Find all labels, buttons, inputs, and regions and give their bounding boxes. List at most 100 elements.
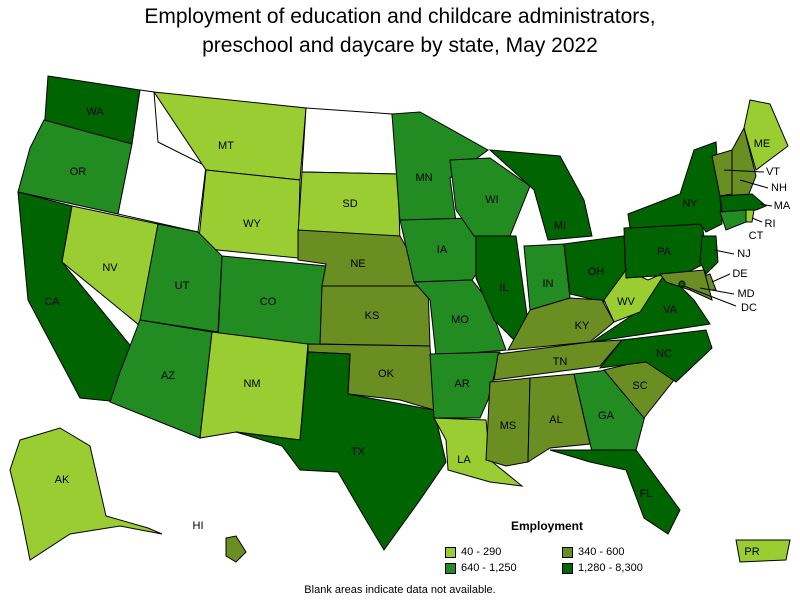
state-NY[interactable] (627, 141, 723, 233)
state-label-AK: AK (55, 474, 70, 486)
state-label-NH: NH (771, 182, 787, 194)
state-ID[interactable] (117, 89, 207, 233)
legend-label-2: 340 - 600 (578, 546, 625, 558)
state-label-MN: MN (415, 172, 432, 184)
state-AZ[interactable] (109, 319, 213, 439)
map-title-line1: Employment of education and childcare ad… (144, 5, 656, 28)
state-MA[interactable] (719, 193, 767, 213)
state-label-VT: VT (766, 166, 780, 178)
state-label-MD: MD (737, 288, 754, 300)
state-label-VA: VA (663, 304, 678, 316)
state-TN[interactable] (493, 339, 624, 381)
state-label-NY: NY (682, 198, 698, 210)
state-NJ[interactable] (699, 235, 719, 275)
legend-title: Employment (511, 519, 584, 533)
data-availability-note: Blank areas indicate data not available. (304, 584, 496, 596)
state-HI[interactable] (225, 535, 247, 563)
state-label-MA: MA (774, 200, 791, 212)
state-label-LA: LA (457, 454, 471, 466)
state-label-MS: MS (500, 420, 517, 432)
state-label-WI: WI (485, 194, 498, 206)
state-label-KS: KS (365, 310, 380, 322)
state-label-RI: RI (765, 218, 776, 230)
state-label-CO: CO (260, 296, 277, 308)
map-title-line2: preschool and daycare by state, May 2022 (202, 34, 598, 57)
state-label-OK: OK (378, 368, 395, 380)
leader-line-NJ (713, 249, 735, 255)
state-label-CT: CT (749, 230, 764, 242)
state-label-IA: IA (437, 244, 448, 256)
state-MO[interactable] (412, 279, 507, 357)
state-OR[interactable] (17, 119, 133, 215)
state-GA[interactable] (573, 369, 647, 453)
state-label-PA: PA (657, 246, 672, 258)
state-label-KY: KY (575, 320, 590, 332)
leader-line-NH (739, 179, 769, 189)
state-label-TX: TX (351, 446, 366, 458)
legend-swatch-4 (562, 562, 573, 574)
map-title: Employment of education and childcare ad… (0, 2, 800, 60)
state-AR[interactable] (429, 351, 501, 419)
state-label-WV: WV (617, 296, 635, 308)
state-TX[interactable] (235, 351, 447, 551)
state-PR[interactable] (735, 539, 791, 563)
state-ME[interactable] (743, 99, 789, 171)
state-label-OR: OR (70, 166, 87, 178)
state-label-DC: DC (741, 302, 757, 314)
state-DC[interactable] (678, 280, 686, 288)
state-WY[interactable] (197, 169, 301, 259)
state-LA[interactable] (433, 417, 524, 487)
leader-line-MD (699, 287, 735, 295)
leader-line-RI (751, 217, 763, 223)
state-label-CA: CA (44, 296, 60, 308)
state-label-MT: MT (218, 140, 234, 152)
legend-swatch-1 (445, 546, 456, 558)
leader-line-DC (683, 285, 737, 307)
state-label-FL: FL (640, 488, 653, 500)
state-label-WA: WA (86, 106, 104, 118)
state-FL[interactable] (549, 449, 681, 535)
state-label-NM: NM (243, 378, 260, 390)
state-NH[interactable] (731, 126, 757, 197)
legend-swatch-2 (562, 546, 573, 558)
state-label-SC: SC (632, 380, 647, 392)
state-label-UT: UT (175, 280, 190, 292)
state-ND[interactable] (301, 107, 399, 175)
state-label-IL: IL (499, 282, 508, 294)
state-MI[interactable] (488, 149, 593, 241)
state-label-SD: SD (342, 198, 357, 210)
state-label-HI: HI (193, 520, 204, 532)
state-label-AZ: AZ (161, 370, 175, 382)
state-label-DE: DE (732, 268, 747, 280)
legend-label-3: 640 - 1,250 (461, 562, 517, 574)
state-label-NC: NC (656, 348, 672, 360)
legend-item-2: 340 - 600 (562, 546, 624, 558)
state-label-MI: MI (554, 220, 566, 232)
leader-line-VT (723, 169, 765, 173)
state-AL[interactable] (527, 373, 591, 463)
state-CT[interactable] (719, 209, 747, 231)
legend-swatch-3 (445, 562, 456, 574)
state-label-MO: MO (451, 314, 469, 326)
state-MS[interactable] (485, 377, 531, 467)
legend-label-4: 1,280 - 8,300 (578, 562, 643, 574)
state-NC[interactable] (598, 329, 713, 383)
state-label-TN: TN (553, 356, 568, 368)
legend-item-3: 640 - 1,250 (445, 562, 517, 574)
state-label-AL: AL (549, 414, 562, 426)
state-label-PR: PR (744, 546, 759, 558)
legend-item-1: 40 - 290 (445, 546, 501, 558)
state-label-NE: NE (350, 258, 365, 270)
state-label-WY: WY (243, 218, 261, 230)
legend-label-1: 40 - 290 (461, 546, 502, 558)
state-label-NJ: NJ (737, 248, 750, 260)
state-MD[interactable] (659, 269, 713, 301)
state-RI[interactable] (745, 209, 755, 223)
state-label-IN: IN (543, 278, 554, 290)
leader-line-DE (711, 273, 731, 283)
state-label-OH: OH (588, 266, 605, 278)
state-AK[interactable] (9, 427, 163, 561)
state-label-ME: ME (754, 138, 771, 150)
leader-line-MA (759, 203, 773, 207)
